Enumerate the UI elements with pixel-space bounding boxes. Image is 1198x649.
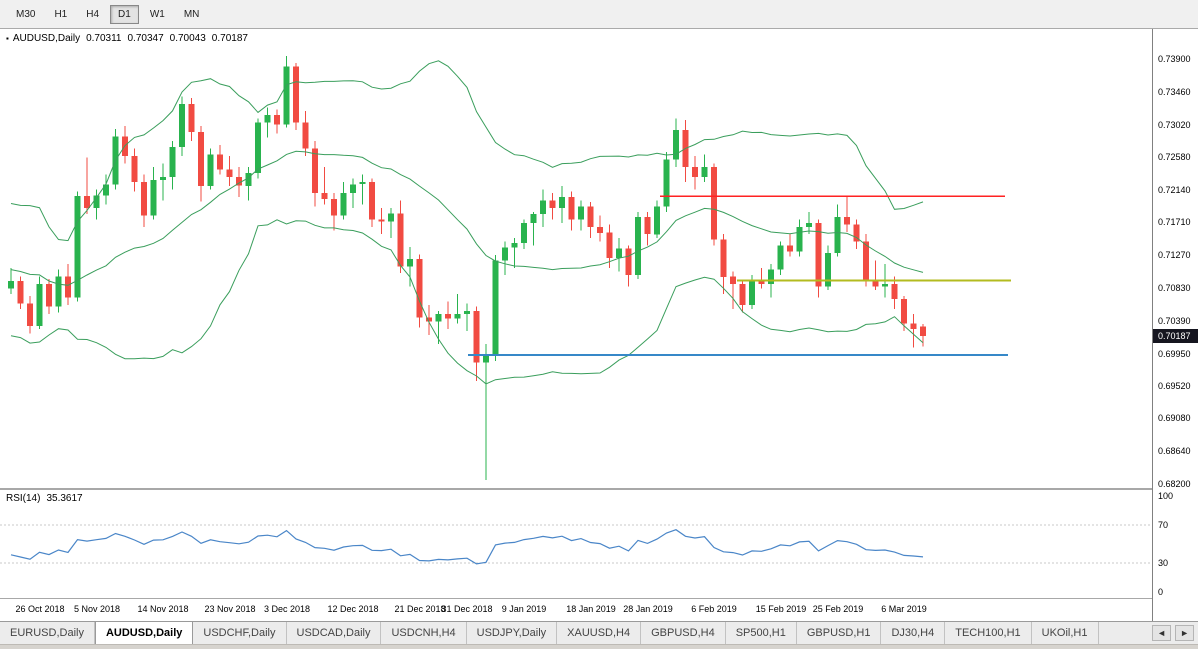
tab-audusd-daily[interactable]: AUDUSD,Daily	[94, 622, 194, 644]
time-axis-label: 9 Jan 2019	[501, 604, 547, 614]
rsi-indicator-name: RSI(14)	[6, 493, 41, 504]
pane-splitter[interactable]	[0, 488, 1152, 490]
timeframe-button-h4[interactable]: H4	[86, 8, 100, 20]
current-price-badge: 0.70187	[1153, 329, 1198, 343]
price-axis-label: 0.73020	[1158, 120, 1191, 130]
price-axis-label: 0.71710	[1158, 217, 1191, 227]
timeframe-button-m30[interactable]: M30	[16, 8, 36, 20]
chart-tabs-bar: EURUSD,Daily AUDUSD,Daily USDCHF,Daily USDC…	[0, 621, 1198, 644]
time-axis-label: 26 Oct 2018	[15, 604, 65, 614]
time-axis-label: 31 Dec 2018	[441, 604, 493, 614]
rsi-axis-label: 100	[1158, 491, 1174, 501]
rsi-indicator-title: RSI(14) 35.3617	[6, 493, 83, 504]
tab-usdcad-daily[interactable]: USDCAD,Daily	[287, 622, 382, 644]
rsi-chart-canvas[interactable]	[0, 490, 1152, 598]
tab-usdcnh-h4[interactable]: USDCNH,H4	[381, 622, 467, 644]
timeframe-button-w1[interactable]: W1	[149, 8, 165, 20]
rsi-axis-label: 70	[1158, 520, 1169, 530]
time-axis-label: 6 Mar 2019	[881, 604, 927, 614]
price-axis-label: 0.72140	[1158, 185, 1191, 195]
price-axis-label: 0.73460	[1158, 87, 1191, 97]
bottom-scrollbar	[0, 644, 1198, 649]
price-axis-label: 0.69520	[1158, 381, 1191, 391]
chart-title: ▪ AUDUSD,Daily 0.70311 0.70347 0.70043 0.7018…	[6, 33, 248, 44]
rsi-indicator-pane[interactable]: RSI(14) 35.3617	[0, 490, 1152, 599]
time-axis[interactable]: 26 Oct 2018 5 Nov 2018 14 Nov 2018 23 Nov 2…	[0, 599, 1152, 621]
ohlc-close-value: 0.70187	[211, 33, 248, 44]
time-axis-label: 12 Dec 2018	[327, 604, 379, 614]
tab-tech100-h1[interactable]: TECH100,H1	[945, 622, 1032, 644]
ohlc-low-value: 0.70043	[169, 33, 206, 44]
tab-usdjpy-daily[interactable]: USDJPY,Daily	[467, 622, 558, 644]
ohlc-open-value: 0.70311	[86, 33, 122, 44]
price-axis-label: 0.69080	[1158, 413, 1191, 423]
tab-ukoil-h1[interactable]: UKOil,H1	[1032, 622, 1099, 644]
timeframe-button-h1[interactable]: H1	[54, 8, 68, 20]
time-axis-label: 25 Feb 2019	[812, 604, 864, 614]
tab-gbpusd-h1[interactable]: GBPUSD,H1	[797, 622, 882, 644]
price-axis-label: 0.70390	[1158, 316, 1191, 326]
time-axis-label: 14 Nov 2018	[137, 604, 189, 614]
timeframe-toolbar: M30 H1 H4 D1 W1 MN	[0, 0, 1198, 29]
tabs-scroll-left-button[interactable]: ◄	[1152, 625, 1172, 641]
timeframe-button-mn[interactable]: MN	[183, 8, 200, 20]
price-axis-label: 0.73900	[1158, 54, 1191, 64]
price-axis-label: 0.72580	[1158, 152, 1191, 162]
tab-usdchf-daily[interactable]: USDCHF,Daily	[193, 622, 287, 644]
price-chart-canvas[interactable]	[0, 29, 1152, 488]
rsi-indicator-value: 35.3617	[46, 493, 83, 504]
tabs-scroll-controls: ◄ ►	[1148, 622, 1198, 644]
price-axis-label: 0.70830	[1158, 283, 1191, 293]
tab-sp500-h1[interactable]: SP500,H1	[726, 622, 797, 644]
price-axis-label: 0.69950	[1158, 349, 1191, 359]
chart-bullet-icon: ▪	[6, 34, 9, 43]
tab-gbpusd-h4[interactable]: GBPUSD,H4	[641, 622, 726, 644]
price-axis[interactable]: 0.70187 0.73900 0.73460 0.73020 0.72580 0.72…	[1152, 29, 1198, 621]
chart-window: ▪ AUDUSD,Daily 0.70311 0.70347 0.70043 0.7018…	[0, 29, 1152, 621]
ohlc-high-value: 0.70347	[127, 33, 164, 44]
tab-dj30-h4[interactable]: DJ30,H4	[881, 622, 946, 644]
chart-symbol-label: AUDUSD,Daily	[12, 33, 81, 44]
time-axis-label: 18 Jan 2019	[566, 604, 616, 614]
time-axis-label: 6 Feb 2019	[691, 604, 737, 614]
time-axis-label: 28 Jan 2019	[623, 604, 673, 614]
price-axis-label: 0.68200	[1158, 479, 1191, 489]
time-axis-label: 15 Feb 2019	[755, 604, 807, 614]
rsi-axis-label: 0	[1158, 587, 1164, 597]
chart-tabs-strip: EURUSD,Daily AUDUSD,Daily USDCHF,Daily USDC…	[0, 622, 1148, 644]
tab-xauusd-h4[interactable]: XAUUSD,H4	[557, 622, 642, 644]
timeframe-button-d1[interactable]: D1	[110, 4, 139, 24]
rsi-axis-label: 30	[1158, 558, 1169, 568]
price-axis-label: 0.71270	[1158, 250, 1191, 260]
main-price-pane[interactable]: ▪ AUDUSD,Daily 0.70311 0.70347 0.70043 0.7018…	[0, 29, 1152, 488]
tab-eurusd-daily[interactable]: EURUSD,Daily	[0, 622, 95, 644]
price-axis-label: 0.68640	[1158, 446, 1191, 456]
tabs-scroll-right-button[interactable]: ►	[1175, 625, 1194, 641]
time-axis-label: 21 Dec 2018	[394, 604, 446, 614]
time-axis-label: 3 Dec 2018	[263, 604, 311, 614]
time-axis-label: 5 Nov 2018	[73, 604, 121, 614]
time-axis-label: 23 Nov 2018	[204, 604, 256, 614]
